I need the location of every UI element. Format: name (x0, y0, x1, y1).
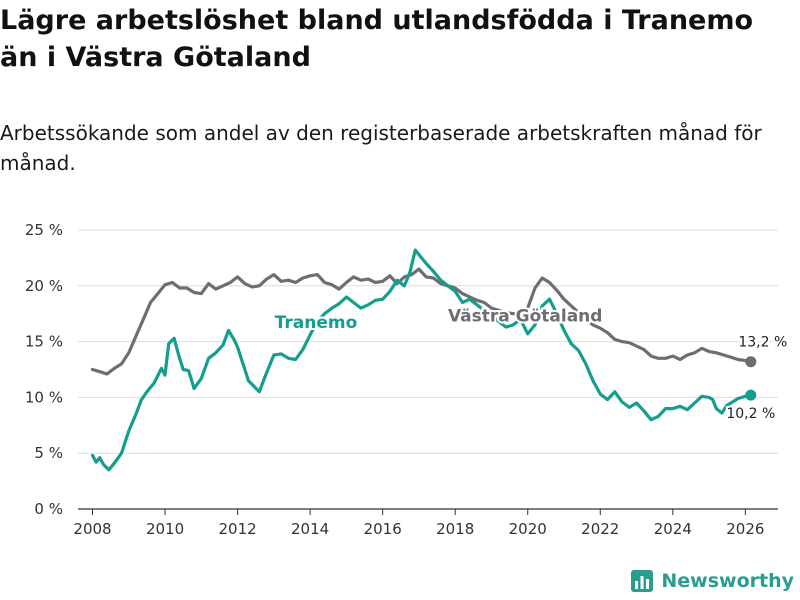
grid-lines (78, 229, 778, 510)
x-tick-label: 2010 (146, 520, 184, 538)
x-tick-label: 2026 (726, 520, 764, 538)
series-label-vastra-gotaland: Västra Götaland (448, 307, 603, 327)
series-lines (90, 248, 757, 472)
x-tick-label: 2022 (581, 520, 619, 538)
x-tick-label: 2018 (436, 520, 474, 538)
series-line-vastra-gotaland (90, 267, 753, 376)
brand-name: Newsworthy (661, 570, 794, 592)
x-tick-label: 2008 (73, 520, 111, 538)
x-tick-label: 2012 (218, 520, 256, 538)
y-axis: 0 % 5 % 10 % 15 % 20 % 25 % (25, 221, 63, 518)
x-tick-label: 2014 (291, 520, 329, 538)
series-end-marker (745, 356, 757, 368)
y-tick-label: 5 % (34, 444, 63, 462)
x-tick-label: 2016 (364, 520, 402, 538)
brand-logo: Newsworthy (631, 570, 794, 592)
bar-chart-logo-icon (631, 570, 654, 592)
series-end-marker (745, 389, 757, 401)
y-tick-label: 20 % (25, 277, 63, 295)
end-value-label: 10,2 % (726, 406, 775, 422)
x-axis: 2008 2010 2012 2014 2016 2018 2020 2022 2024 2026 (73, 509, 764, 538)
x-tick-label: 2024 (654, 520, 692, 538)
series-label-tranemo: Tranemo (275, 313, 358, 333)
chart-title: Lägre arbetslöshet bland utlandsfödda i … (0, 5, 754, 73)
y-tick-label: 15 % (25, 333, 63, 351)
y-tick-label: 0 % (34, 500, 63, 518)
chart-subtitle: Arbetssökande som andel av den registerb… (0, 121, 762, 175)
series-labels: Tranemo Västra Götaland 13,2 % 10,2 % (273, 305, 790, 425)
y-tick-label: 10 % (25, 388, 63, 406)
series-line-tranemo (90, 248, 753, 472)
y-tick-label: 25 % (25, 221, 63, 239)
x-tick-label: 2020 (509, 520, 547, 538)
end-value-label: 13,2 % (738, 335, 787, 351)
